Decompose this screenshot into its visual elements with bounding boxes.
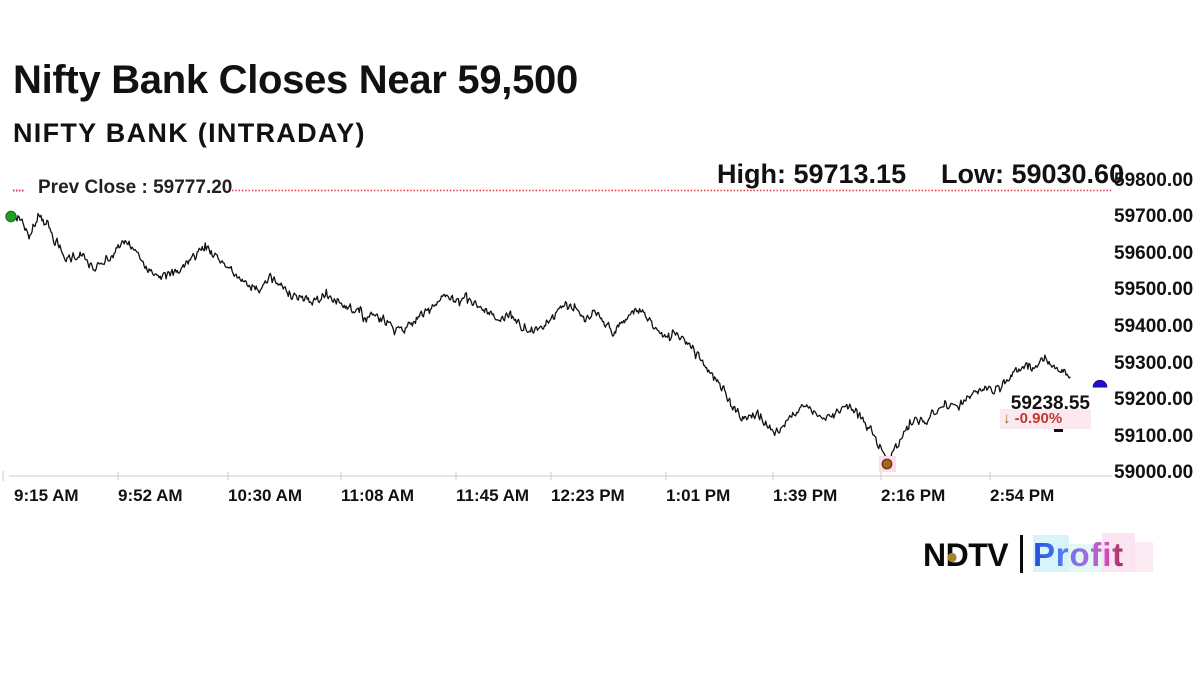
svg-text:Profit: Profit: [1033, 536, 1124, 573]
svg-text:NDTV: NDTV: [923, 537, 1009, 573]
